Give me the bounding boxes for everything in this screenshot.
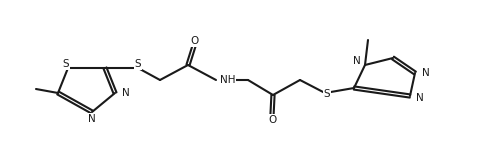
Text: NH: NH (220, 75, 236, 85)
Text: N: N (422, 68, 430, 78)
Text: O: O (190, 36, 198, 46)
Text: N: N (416, 93, 424, 103)
Text: S: S (324, 89, 330, 99)
Text: O: O (268, 115, 276, 125)
Text: S: S (63, 59, 69, 69)
Text: N: N (122, 88, 130, 98)
Text: N: N (353, 56, 361, 66)
Text: N: N (88, 114, 96, 124)
Text: S: S (135, 59, 141, 69)
